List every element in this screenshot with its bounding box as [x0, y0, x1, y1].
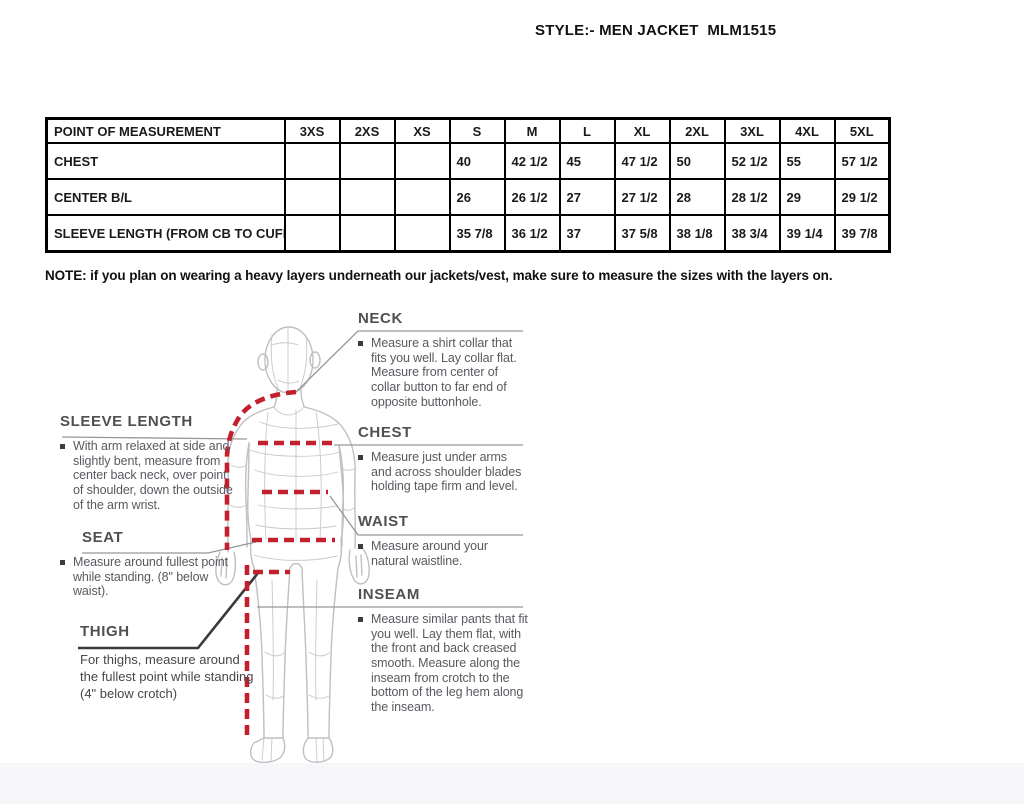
cell: 27	[558, 178, 616, 216]
thigh-label: THIGH	[80, 623, 130, 640]
sleeve-length-label: SLEEVE LENGTH	[60, 413, 193, 430]
cell: 28	[668, 178, 726, 216]
cell: 38 1/8	[668, 214, 726, 253]
page-title: STYLE:- MEN JACKET MLM1515	[535, 22, 777, 39]
bullet-icon	[358, 341, 363, 346]
cell	[393, 142, 451, 180]
chest-label: CHEST	[358, 424, 412, 441]
column-header: 4XL	[778, 117, 836, 144]
bullet-icon	[358, 544, 363, 549]
scan-shading-band	[0, 763, 1024, 804]
bullet-icon	[60, 560, 65, 565]
neck-connector-line	[294, 330, 523, 394]
annotation-sleeve-length: SLEEVE LENGTH With arm relaxed at side a…	[60, 413, 238, 512]
neck-description: Measure a shirt collar that fits you wel…	[371, 336, 517, 409]
cell	[393, 178, 451, 216]
waist-label: WAIST	[358, 513, 409, 530]
cell	[338, 178, 396, 216]
cell: 29	[778, 178, 836, 216]
cell: 45	[558, 142, 616, 180]
size-chart-table: POINT OF MEASUREMENT 3XS 2XS XS S M L XL…	[45, 117, 891, 253]
cell	[393, 214, 451, 253]
annotation-seat: SEAT Measure around fullest point while …	[60, 529, 230, 599]
inseam-description: Measure similar pants that fit you well.…	[371, 612, 528, 714]
table-header-row: POINT OF MEASUREMENT 3XS 2XS XS S M L XL…	[45, 117, 891, 144]
sleeve-length-description: With arm relaxed at side and slightly be…	[73, 439, 233, 512]
body-figure-illustration	[61, 326, 523, 764]
cell: 37	[558, 214, 616, 253]
inseam-label: INSEAM	[358, 586, 420, 603]
column-header: L	[558, 117, 616, 144]
cell: 39 7/8	[833, 214, 891, 253]
annotation-neck: NECK Measure a shirt collar that fits yo…	[358, 310, 524, 409]
cell: 52 1/2	[723, 142, 781, 180]
annotation-chest: CHEST Measure just under arms and across…	[358, 424, 530, 494]
bullet-icon	[60, 444, 65, 449]
cell	[338, 142, 396, 180]
column-header: POINT OF MEASUREMENT	[45, 117, 286, 144]
column-header: XS	[393, 117, 451, 144]
cell: 36 1/2	[503, 214, 561, 253]
bullet-icon	[358, 617, 363, 622]
thigh-connector-line	[78, 572, 260, 650]
row-label: SLEEVE LENGTH (FROM CB TO CUFF)	[45, 214, 286, 253]
cell: 50	[668, 142, 726, 180]
waist-connector-line	[329, 495, 523, 536]
cell: 26	[448, 178, 506, 216]
annotation-waist: WAIST Measure around your natural waistl…	[358, 513, 524, 568]
cell: 55	[778, 142, 836, 180]
row-label: CHEST	[45, 142, 286, 180]
cell	[338, 214, 396, 253]
bullet-icon	[358, 455, 363, 460]
cell: 35 7/8	[448, 214, 506, 253]
thigh-description: For thighs, measure around the fullest p…	[80, 652, 254, 701]
sleeve-connector-line	[61, 436, 248, 440]
column-header: 3XL	[723, 117, 781, 144]
annotation-inseam: INSEAM Measure similar pants that fit yo…	[358, 586, 530, 714]
column-header: M	[503, 117, 561, 144]
cell	[283, 178, 341, 216]
waist-description: Measure around your natural waistline.	[371, 539, 488, 568]
column-header: 3XS	[283, 117, 341, 144]
cell	[283, 214, 341, 253]
table-row: SLEEVE LENGTH (FROM CB TO CUFF) 35 7/8 3…	[45, 214, 891, 253]
annotation-thigh: THIGH For thighs, measure around the ful…	[80, 623, 258, 703]
cell: 26 1/2	[503, 178, 561, 216]
cell: 57 1/2	[833, 142, 891, 180]
seat-description: Measure around fullest point while stand…	[73, 555, 228, 599]
neck-label: NECK	[358, 310, 403, 327]
sleeve-measure-line	[224, 389, 297, 550]
column-header: 5XL	[833, 117, 891, 144]
cell: 28 1/2	[723, 178, 781, 216]
cell: 42 1/2	[503, 142, 561, 180]
cell: 38 3/4	[723, 214, 781, 253]
cell: 47 1/2	[613, 142, 671, 180]
cell: 27 1/2	[613, 178, 671, 216]
seat-connector-line	[82, 541, 257, 554]
chest-description: Measure just under arms and across shoul…	[371, 450, 522, 494]
seat-label: SEAT	[82, 529, 124, 546]
cell: 40	[448, 142, 506, 180]
row-label: CENTER B/L	[45, 178, 286, 216]
column-header: 2XL	[668, 117, 726, 144]
column-header: XL	[613, 117, 671, 144]
column-header: S	[448, 117, 506, 144]
column-header: 2XS	[338, 117, 396, 144]
cell: 39 1/4	[778, 214, 836, 253]
cell	[283, 142, 341, 180]
table-row: CHEST 40 42 1/2 45 47 1/2 50 52 1/2 55 5…	[45, 142, 891, 180]
cell: 37 5/8	[613, 214, 671, 253]
table-row: CENTER B/L 26 26 1/2 27 27 1/2 28 28 1/2…	[45, 178, 891, 216]
cell: 29 1/2	[833, 178, 891, 216]
measurement-diagram: NECK Measure a shirt collar that fits yo…	[0, 300, 1024, 804]
note-text: NOTE: if you plan on wearing a heavy lay…	[45, 268, 833, 283]
